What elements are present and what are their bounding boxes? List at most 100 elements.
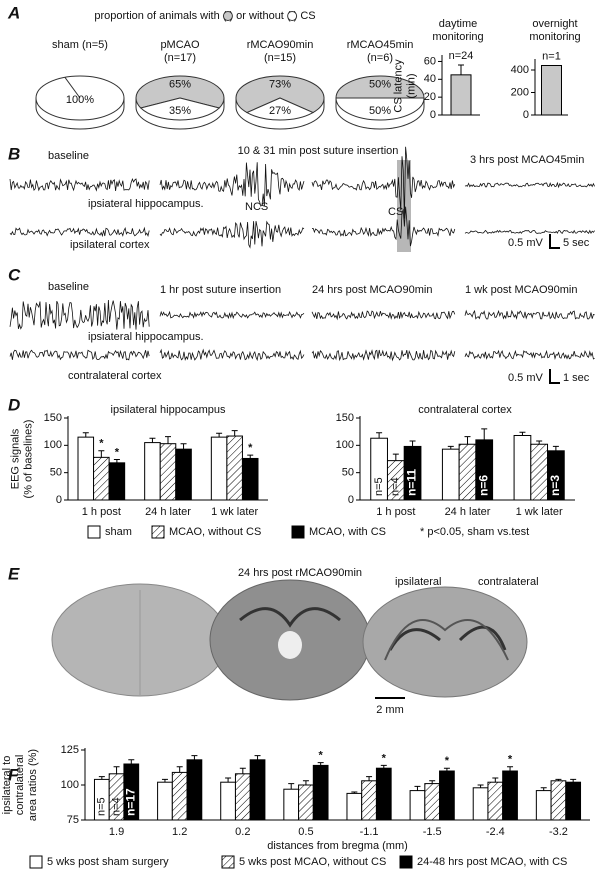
pie-label: 35% (169, 105, 191, 117)
error-bar (288, 783, 295, 790)
chart-title: (n=17) (164, 52, 196, 64)
bar (220, 781, 236, 821)
annotation: * (319, 750, 324, 762)
eeg-trace (464, 181, 595, 189)
error-bar (507, 766, 514, 771)
scale-label: 2 mm (376, 704, 404, 716)
scale-bar (549, 369, 560, 384)
error-bar (414, 785, 421, 791)
error-bar (540, 787, 547, 791)
panel-label: D (8, 395, 20, 414)
eeg-trace (9, 178, 150, 192)
x-tick-label: -1.1 (360, 826, 379, 838)
error-bar (254, 755, 261, 760)
bar (565, 781, 582, 821)
x-tick-label: 1.2 (172, 826, 187, 838)
n-label: n=11 (405, 469, 419, 496)
section-label: contralateral (478, 576, 539, 588)
brain-sections (51, 579, 528, 701)
legend-symbol (222, 11, 233, 21)
trace-label: CS (388, 206, 403, 218)
annotation: * (445, 755, 450, 767)
chart-title: rMCAO90min (247, 39, 314, 51)
pie-label: 27% (269, 105, 291, 117)
eeg-trace (311, 349, 456, 362)
error-bar (161, 778, 168, 783)
legend-swatch (221, 855, 235, 869)
bar (249, 759, 266, 821)
n-label: n=5 (96, 797, 108, 816)
x-tick-label: 1 wk later (516, 506, 563, 518)
bar (458, 443, 477, 501)
error-bar (225, 777, 232, 783)
error-bar (98, 450, 105, 458)
error-bar (239, 767, 246, 774)
error-bar (149, 437, 156, 443)
bar (108, 462, 126, 501)
error-bar (492, 777, 499, 783)
trace-label: 1 hr post suture insertion (160, 284, 281, 296)
y-tick-label: 100 (61, 779, 79, 791)
error-bar (180, 443, 187, 450)
error-bar (447, 445, 454, 450)
scale-label: 0.5 mV (508, 237, 544, 249)
chart-title: rMCAO45min (347, 39, 414, 51)
y-tick-label: 100 (44, 439, 62, 451)
x-tick-label: 1.9 (109, 826, 124, 838)
bar (424, 783, 441, 821)
y-axis-label: ipsilateral to (1, 756, 13, 815)
pie-label: 73% (269, 79, 291, 91)
scale-label: 5 sec (563, 237, 590, 249)
legend-label: sham (105, 526, 132, 538)
legend-label: MCAO, without CS (169, 526, 261, 538)
y-axis-label: area ratios (%) (27, 749, 39, 821)
y-tick-label: 200 (511, 86, 529, 98)
n-label: n=6 (476, 475, 490, 496)
trace-label: 10 & 31 min post suture insertion (238, 145, 399, 157)
error-bar (128, 759, 135, 764)
chart-title: ipsilateral hippocampus (111, 404, 226, 416)
bar (502, 770, 518, 821)
bar (159, 443, 177, 501)
trace-label: 3 hrs post MCAO45min (470, 154, 584, 166)
chart-title: sham (n=5) (52, 39, 108, 51)
panel-label: F (8, 765, 19, 784)
error-bar (165, 436, 171, 444)
trace-label: contralateral cortex (68, 370, 162, 382)
x-tick-label: -3.2 (549, 826, 568, 838)
annotation: * (99, 438, 104, 450)
pie-label: 100% (66, 94, 94, 106)
annotation: * (115, 446, 120, 458)
panel-label: B (8, 144, 20, 163)
bar (93, 456, 110, 501)
pie-label: 65% (169, 79, 191, 91)
y-tick-label: 40 (424, 73, 436, 85)
trace-label: 1 wk post MCAO90min (465, 284, 577, 296)
error-bar (443, 767, 450, 771)
x-tick-label: 24 h later (445, 506, 491, 518)
pie-label: 50% (369, 105, 391, 117)
legend-swatch (291, 525, 305, 539)
x-tick-label: 1 wk later (211, 506, 258, 518)
scale-label: 0.5 mV (508, 372, 544, 384)
bar (513, 434, 532, 501)
pie-slice (139, 97, 221, 121)
error-bar (458, 64, 464, 75)
bar (234, 773, 251, 821)
pie-slice (135, 75, 225, 109)
chart-title: monitoring (432, 31, 483, 43)
trace-label: ipsilateral cortex (70, 239, 150, 251)
pie-edge (64, 77, 81, 99)
bar (375, 767, 392, 821)
error-bar (536, 440, 543, 445)
n-label: n=4 (390, 477, 402, 496)
eeg-trace (464, 229, 595, 235)
legend-swatch (29, 855, 43, 869)
bar (530, 443, 549, 501)
legend-label: 5 wks post sham surgery (47, 856, 169, 868)
y-tick-label: 0 (523, 109, 529, 121)
y-axis-label: (% of baselines) (22, 420, 34, 499)
bar (210, 436, 228, 501)
error-bar (113, 459, 120, 463)
